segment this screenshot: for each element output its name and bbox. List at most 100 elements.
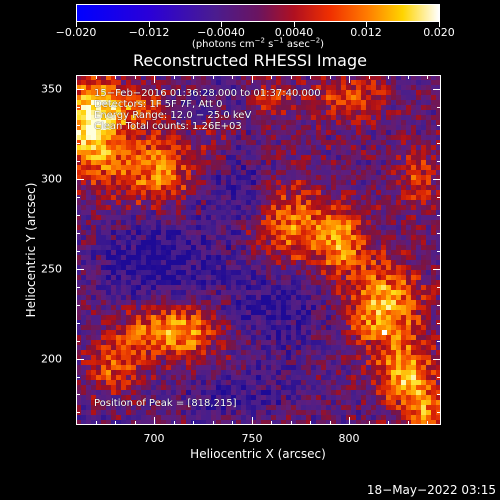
heatmap-cell: [131, 270, 136, 275]
heatmap-cell: [366, 245, 371, 250]
heatmap-cell: [426, 235, 431, 240]
heatmap-cell: [206, 155, 211, 160]
heatmap-cell: [296, 185, 301, 190]
heatmap-cell: [201, 260, 206, 265]
heatmap-cell: [131, 310, 136, 315]
heatmap-cell: [276, 210, 281, 215]
heatmap-cell: [116, 205, 121, 210]
heatmap-cell: [246, 225, 251, 230]
heatmap-cell: [211, 140, 216, 145]
heatmap-cell: [391, 375, 396, 380]
heatmap-cell: [121, 350, 126, 355]
heatmap-cell: [291, 310, 296, 315]
heatmap-cell: [296, 400, 301, 405]
heatmap-cell: [386, 110, 391, 115]
heatmap-cell: [366, 260, 371, 265]
heatmap-cell: [311, 305, 316, 310]
heatmap-cell: [131, 115, 136, 120]
heatmap-cell: [401, 355, 406, 360]
heatmap-cell: [131, 225, 136, 230]
heatmap-cell: [311, 165, 316, 170]
heatmap-cell: [141, 80, 146, 85]
heatmap-cell: [196, 390, 201, 395]
heatmap-cell: [366, 75, 371, 80]
heatmap-cell: [356, 235, 361, 240]
heatmap-cell: [281, 200, 286, 205]
heatmap-cell: [151, 315, 156, 320]
heatmap-cell: [116, 115, 121, 120]
heatmap-cell: [341, 255, 346, 260]
heatmap-cell: [256, 285, 261, 290]
heatmap-cell: [256, 100, 261, 105]
heatmap-cell: [141, 120, 146, 125]
heatmap-cell: [301, 85, 306, 90]
heatmap-cell: [91, 75, 96, 80]
heatmap-cell: [136, 360, 141, 365]
heatmap-cell: [261, 185, 266, 190]
heatmap-cell: [176, 90, 181, 95]
heatmap-cell: [166, 255, 171, 260]
heatmap-cell: [211, 320, 216, 325]
heatmap-cell: [156, 220, 161, 225]
heatmap-cell: [261, 255, 266, 260]
heatmap-cell: [266, 120, 271, 125]
heatmap-cell: [391, 200, 396, 205]
heatmap-cell: [391, 100, 396, 105]
heatmap-cell: [371, 120, 376, 125]
heatmap-cell: [196, 380, 201, 385]
heatmap-cell: [226, 300, 231, 305]
heatmap-cell: [286, 105, 291, 110]
heatmap-cell: [156, 305, 161, 310]
heatmap-cell: [421, 335, 426, 340]
heatmap-cell: [206, 255, 211, 260]
heatmap-cell: [426, 305, 431, 310]
heatmap-cell: [311, 110, 316, 115]
heatmap-cell: [156, 155, 161, 160]
heatmap-cell: [261, 360, 266, 365]
heatmap-cell: [231, 155, 236, 160]
heatmap-cell: [281, 90, 286, 95]
heatmap-cell: [376, 150, 381, 155]
heatmap-cell: [431, 135, 436, 140]
heatmap-cell: [306, 105, 311, 110]
heatmap-cell: [431, 145, 436, 150]
heatmap-cell: [331, 135, 336, 140]
heatmap-cell: [381, 390, 386, 395]
heatmap-cell: [386, 370, 391, 375]
heatmap-cell: [331, 370, 336, 375]
heatmap-cell: [266, 345, 271, 350]
heatmap-cell: [356, 205, 361, 210]
heatmap-cell: [141, 180, 146, 185]
heatmap-cell: [296, 85, 301, 90]
heatmap-cell: [411, 400, 416, 405]
colorbar-tick: [221, 22, 222, 27]
heatmap-cell: [356, 215, 361, 220]
heatmap-cell: [436, 335, 441, 340]
heatmap-cell: [121, 340, 126, 345]
heatmap-cell: [246, 105, 251, 110]
heatmap-cell: [246, 145, 251, 150]
heatmap-cell: [76, 110, 81, 115]
heatmap-cell: [281, 345, 286, 350]
heatmap-cell: [141, 295, 146, 300]
heatmap-cell: [106, 325, 111, 330]
heatmap-cell: [251, 400, 256, 405]
heatmap-cell: [411, 250, 416, 255]
heatmap-cell: [131, 325, 136, 330]
heatmap-cell: [136, 150, 141, 155]
heatmap-cell: [401, 390, 406, 395]
heatmap-cell: [311, 100, 316, 105]
heatmap-cell: [186, 235, 191, 240]
heatmap-cell: [131, 410, 136, 415]
heatmap-cell: [96, 165, 101, 170]
heatmap-cell: [331, 75, 336, 80]
heatmap-cell: [256, 200, 261, 205]
heatmap-cell: [351, 200, 356, 205]
heatmap-cell: [241, 85, 246, 90]
heatmap-cell: [221, 160, 226, 165]
heatmap-cell: [296, 350, 301, 355]
heatmap-cell: [271, 320, 276, 325]
heatmap-cell: [301, 235, 306, 240]
heatmap-cell: [76, 125, 81, 130]
heatmap-cell: [371, 345, 376, 350]
